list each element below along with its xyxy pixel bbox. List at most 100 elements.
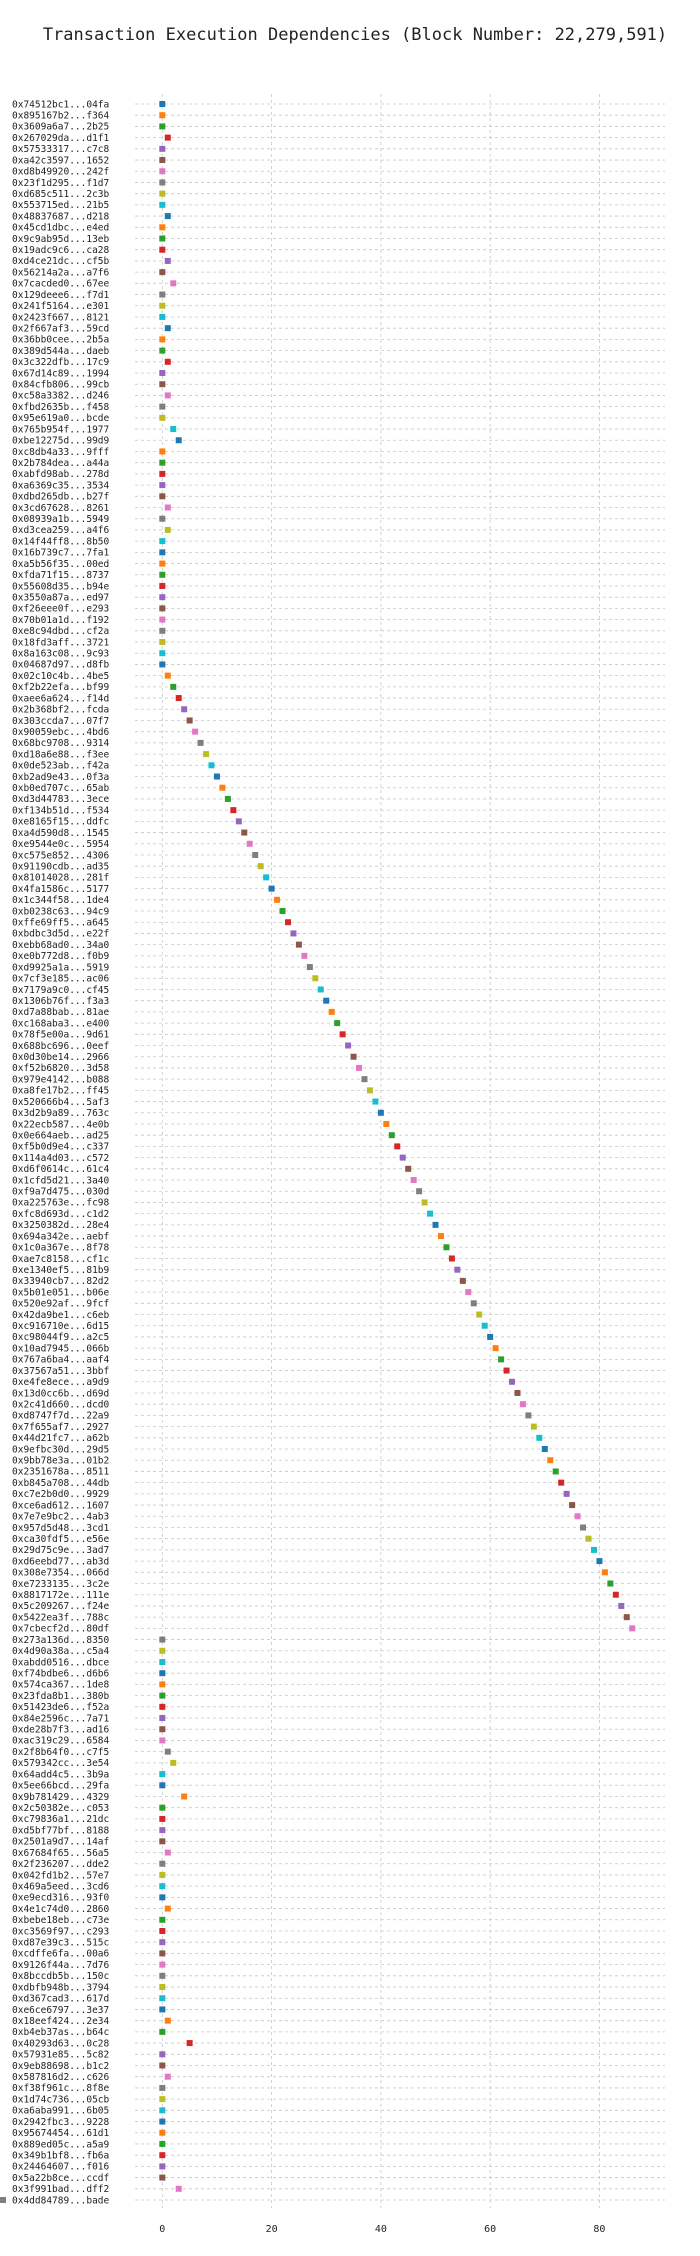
dependency-point: [159, 1647, 166, 1654]
horizontal-gridlines: [135, 103, 665, 2201]
dependency-point: [552, 1468, 559, 1475]
transaction-label: 0xde28b7f3...ad16: [12, 1725, 110, 1736]
transaction-label: 0xc7e2b0d0...9929: [12, 1489, 110, 1500]
dependency-point: [454, 1266, 461, 1273]
transaction-label: 0x5b01e051...b06e: [12, 1287, 110, 1298]
dependency-point: [541, 1446, 548, 1453]
transaction-label: 0x7cacded0...67ee: [12, 279, 110, 290]
dependency-point: [323, 997, 330, 1004]
dependency-point: [159, 1715, 166, 1722]
transaction-label: 0x33940cb7...82d2: [12, 1276, 109, 1287]
transaction-label: 0xa5b56f35...00ed: [12, 559, 109, 570]
dependency-point: [159, 336, 166, 343]
dependency-point: [410, 1177, 417, 1184]
transaction-label: 0x7cf3e185...ac06: [12, 974, 110, 985]
transaction-label: 0x767a6ba4...aaf4: [12, 1355, 110, 1366]
dependency-point: [159, 1692, 166, 1699]
dependency-point: [159, 650, 166, 657]
transaction-label: 0xb4eb37as...b64c: [12, 2027, 109, 2038]
dependency-point: [159, 2152, 166, 2159]
dependency-point: [377, 1109, 384, 1116]
transaction-label: 0x579342cc...3e54: [12, 1758, 110, 1769]
dependency-point: [547, 1457, 554, 1464]
transaction-label: 0x70b01a1d...f192: [12, 615, 109, 626]
transaction-label: 0x5a22b8ce...ccdf: [12, 2173, 109, 2184]
dependency-point: [208, 762, 215, 769]
transaction-label: 0x2b368bf2...fcda: [12, 705, 109, 716]
dependency-point: [388, 1132, 395, 1139]
transaction-label: 0xe6ce6797...3e37: [12, 2005, 109, 2016]
dependency-point: [159, 1636, 166, 1643]
dependency-point: [159, 1827, 166, 1834]
dependency-point: [476, 1311, 483, 1318]
dependency-point: [159, 1681, 166, 1688]
transaction-label: 0x4e1c74d0...2860: [12, 1904, 110, 1915]
transaction-label: 0xf38f961c...8f8e: [12, 2083, 110, 2094]
dependency-point: [607, 1580, 614, 1587]
transaction-label: 0x74512bc1...04fa: [12, 99, 109, 110]
transaction-label: 0x574ca367...1de8: [12, 1680, 110, 1691]
dependency-point: [159, 2051, 166, 2058]
transaction-label: 0x979e4142...b088: [12, 1074, 110, 1085]
transaction-label: 0xd3cea259...a4f6: [12, 525, 110, 536]
dependency-point: [503, 1367, 510, 1374]
dependency-point: [159, 168, 166, 175]
dependency-point: [312, 975, 319, 982]
transaction-label: 0x273a136d...8350: [12, 1635, 110, 1646]
transaction-label: 0x3550a87a...ed97: [12, 592, 109, 603]
dependency-point: [585, 1535, 592, 1542]
dependency-point: [159, 112, 166, 119]
transaction-label: 0xb0ed707c...65ab: [12, 783, 110, 794]
dependency-point: [164, 325, 171, 332]
dependency-point: [159, 448, 166, 455]
dependency-point: [432, 1221, 439, 1228]
transaction-label: 0x765b954f...1977: [12, 424, 109, 435]
dependency-point: [159, 1950, 166, 1957]
transaction-label: 0xe9544e0c...5954: [12, 839, 110, 850]
transaction-label: 0xabdd0516...dbce: [12, 1657, 110, 1668]
transaction-label: 0x694a342e...aebf: [12, 1231, 109, 1242]
dependency-point: [519, 1401, 526, 1408]
transaction-label: 0xe1340ef5...81b9: [12, 1265, 110, 1276]
transaction-label: 0x9eb88698...b1c2: [12, 2061, 109, 2072]
vertical-gridlines: [161, 94, 600, 2208]
transaction-label: 0xb845a708...44db: [12, 1478, 110, 1489]
transaction-label: 0x95e619a0...bcde: [12, 413, 110, 424]
dependency-point: [175, 2185, 182, 2192]
transaction-label: 0xca30fdf5...e56e: [12, 1534, 110, 1545]
transaction-label: 0x2f8b64f0...c7f5: [12, 1747, 109, 1758]
dependency-point: [230, 807, 237, 814]
transaction-label: 0xe0b772d8...f0b9: [12, 951, 110, 962]
transaction-label: 0xa42c3597...1652: [12, 155, 109, 166]
dependency-point: [170, 426, 177, 433]
dependency-point: [443, 1244, 450, 1251]
dependency-point: [170, 1759, 177, 1766]
transaction-label: 0x7cbecf2d...80df: [12, 1624, 109, 1635]
transaction-label: 0x7f655af7...2927: [12, 1422, 109, 1433]
dependency-point: [284, 919, 291, 926]
transaction-label: 0xebb68ad0...34a0: [12, 940, 110, 951]
dependency-point: [328, 1008, 335, 1015]
transaction-label: 0xfc8d693d...c1d2: [12, 1209, 109, 1220]
transaction-label: 0x2942fbc3...9228: [12, 2117, 110, 2128]
transaction-label: 0x37567a51...3bbf: [12, 1366, 109, 1377]
dependency-point: [159, 639, 166, 646]
dependency-point: [339, 1031, 346, 1038]
dependency-point: [536, 1434, 543, 1441]
dependency-point: [437, 1233, 444, 1240]
dependency-point: [159, 1984, 166, 1991]
dependency-point: [394, 1143, 401, 1150]
transaction-label: 0xdbfb948b...3794: [12, 1982, 110, 1993]
dependency-point: [159, 269, 166, 276]
transaction-label: 0x1c0a367e...8f78: [12, 1243, 110, 1254]
dependency-point: [164, 672, 171, 679]
dependency-point: [164, 2073, 171, 2080]
dependency-point: [399, 1154, 406, 1161]
dependency-point: [159, 1972, 166, 1979]
dependency-point: [366, 1087, 373, 1094]
dependency-point: [159, 1815, 166, 1822]
transaction-label: 0xaee6a624...f14d: [12, 693, 109, 704]
transaction-label: 0x5422ea3f...788c: [12, 1612, 109, 1623]
transaction-label: 0x67684f65...56a5: [12, 1848, 109, 1859]
dependency-point: [159, 1726, 166, 1733]
